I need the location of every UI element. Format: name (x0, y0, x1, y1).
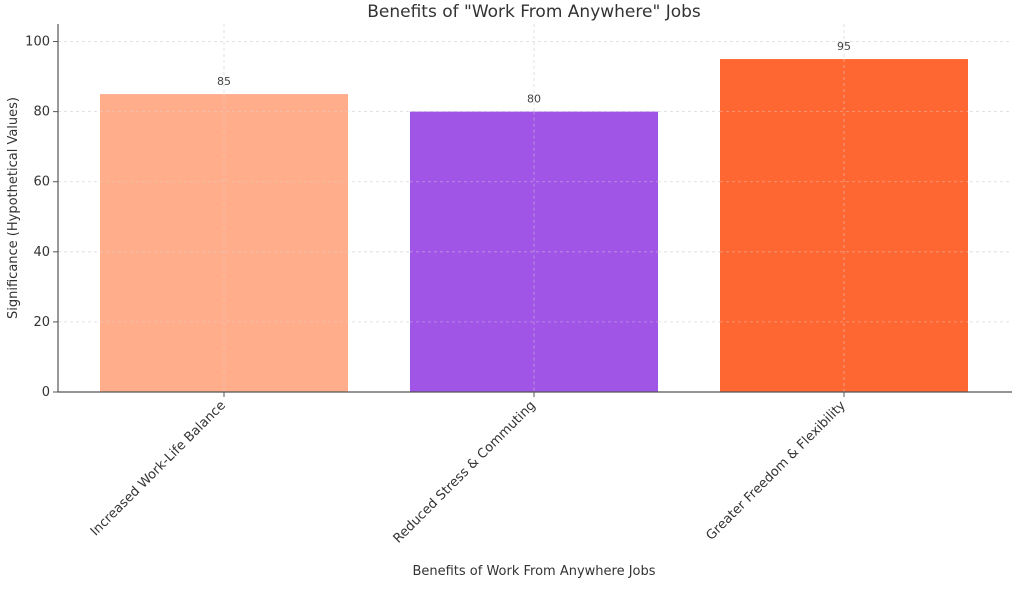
y-tick-label: 20 (33, 315, 50, 330)
data-labels: 85 80 95 (217, 40, 851, 106)
y-ticks: 0 20 40 60 80 100 (25, 35, 58, 400)
y-tick-label: 80 (33, 105, 50, 120)
x-tick-label: Reduced Stress & Commuting (391, 398, 539, 546)
y-tick-label: 100 (25, 35, 50, 50)
y-tick-label: 40 (33, 245, 50, 260)
x-ticks: Increased Work-Life Balance Reduced Stres… (88, 392, 849, 546)
y-tick-label: 60 (33, 175, 50, 190)
y-axis-label: Significance (Hypothetical Values) (6, 97, 21, 319)
x-axis-label: Benefits of Work From Anywhere Jobs (412, 564, 655, 579)
x-tick-label: Increased Work-Life Balance (88, 398, 229, 539)
data-label: 80 (527, 93, 541, 106)
bars-layer (100, 59, 968, 393)
data-label: 85 (217, 75, 231, 88)
chart-title: Benefits of "Work From Anywhere" Jobs (367, 2, 701, 22)
data-label: 95 (837, 40, 851, 53)
y-tick-label: 0 (42, 385, 50, 400)
axes-layer (57, 24, 1012, 393)
x-tick-label: Greater Freedom & Flexibility (703, 398, 849, 544)
